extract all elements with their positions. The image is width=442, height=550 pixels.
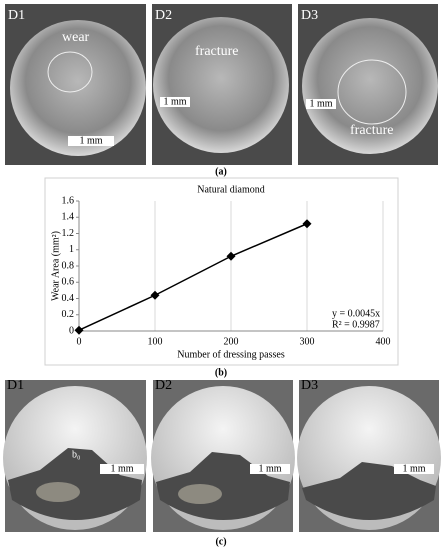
marker bbox=[302, 219, 312, 229]
scale-bar bbox=[68, 136, 114, 146]
photo-label: D3 bbox=[301, 8, 318, 23]
y-tick-label: 0.4 bbox=[62, 293, 75, 304]
y-tick-label: 0.2 bbox=[62, 309, 75, 320]
annotation: fracture bbox=[195, 44, 239, 59]
y-tick-label: 0 bbox=[69, 325, 74, 336]
scale-label: 1 mm bbox=[110, 463, 133, 474]
y-tick-label: 1 bbox=[69, 244, 74, 255]
scale-bar bbox=[160, 97, 190, 107]
photo-label: D1 bbox=[8, 8, 25, 23]
y-tick-label: 1.4 bbox=[62, 212, 75, 223]
caption: (b) bbox=[215, 367, 227, 378]
scale-label: 1 mm bbox=[163, 96, 186, 107]
annotation: wear bbox=[62, 30, 90, 45]
y-axis-label: Wear Area (mm²) bbox=[50, 231, 61, 301]
chart-frame bbox=[44, 177, 399, 366]
scale-label: 1 mm bbox=[79, 135, 102, 146]
highlight bbox=[47, 51, 93, 93]
specimen bbox=[36, 482, 80, 502]
marker bbox=[74, 325, 84, 335]
scale-label: 1 mm bbox=[402, 463, 425, 474]
x-tick-label: 100 bbox=[148, 336, 163, 347]
scale-label: 1 mm bbox=[309, 98, 332, 109]
chart-title: Natural diamond bbox=[197, 184, 264, 195]
x-tick-label: 300 bbox=[300, 336, 315, 347]
y-tick-label: 0.8 bbox=[62, 260, 75, 271]
scale-bar bbox=[306, 99, 336, 109]
annotation: R² = 0.9987 bbox=[332, 319, 380, 330]
y-tick-label: 1.2 bbox=[62, 228, 75, 239]
x-tick-label: 200 bbox=[224, 336, 239, 347]
photo-label: D1 bbox=[7, 378, 24, 393]
x-tick-label: 400 bbox=[376, 336, 391, 347]
photo-circle bbox=[10, 20, 146, 156]
series-line bbox=[78, 223, 308, 331]
x-axis-label: Number of dressing passes bbox=[177, 349, 285, 360]
specimen bbox=[302, 462, 436, 520]
scale-label: 1 mm bbox=[258, 463, 281, 474]
scale-bar bbox=[250, 464, 290, 474]
panel-c: D1 D2 D3 b₀ 1 mm 1 mm 1 mm (c) bbox=[3, 378, 441, 547]
photo-circle bbox=[153, 17, 289, 153]
scale-bar bbox=[394, 464, 434, 474]
y-tick-label: 1.6 bbox=[62, 195, 75, 206]
photo-label: D2 bbox=[155, 378, 172, 393]
photo-label: D3 bbox=[301, 378, 318, 393]
highlight bbox=[337, 59, 407, 125]
panel-a: D1 D2 D3 wear fracture fracture 1 mm 1 m… bbox=[5, 4, 438, 177]
marker bbox=[150, 290, 160, 300]
caption: (c) bbox=[215, 536, 226, 547]
photo-circle bbox=[302, 18, 438, 154]
y-tick-label: 0.6 bbox=[62, 277, 75, 288]
scale-bar bbox=[100, 464, 144, 474]
caption: (a) bbox=[215, 166, 227, 177]
marker bbox=[226, 251, 236, 261]
specimen bbox=[178, 484, 222, 504]
photo-label: D2 bbox=[155, 8, 172, 23]
x-tick-label: 0 bbox=[77, 336, 82, 347]
annotation: fracture bbox=[350, 123, 394, 138]
annotation: b₀ bbox=[72, 449, 81, 460]
annotation: y = 0.0045x bbox=[332, 308, 380, 319]
